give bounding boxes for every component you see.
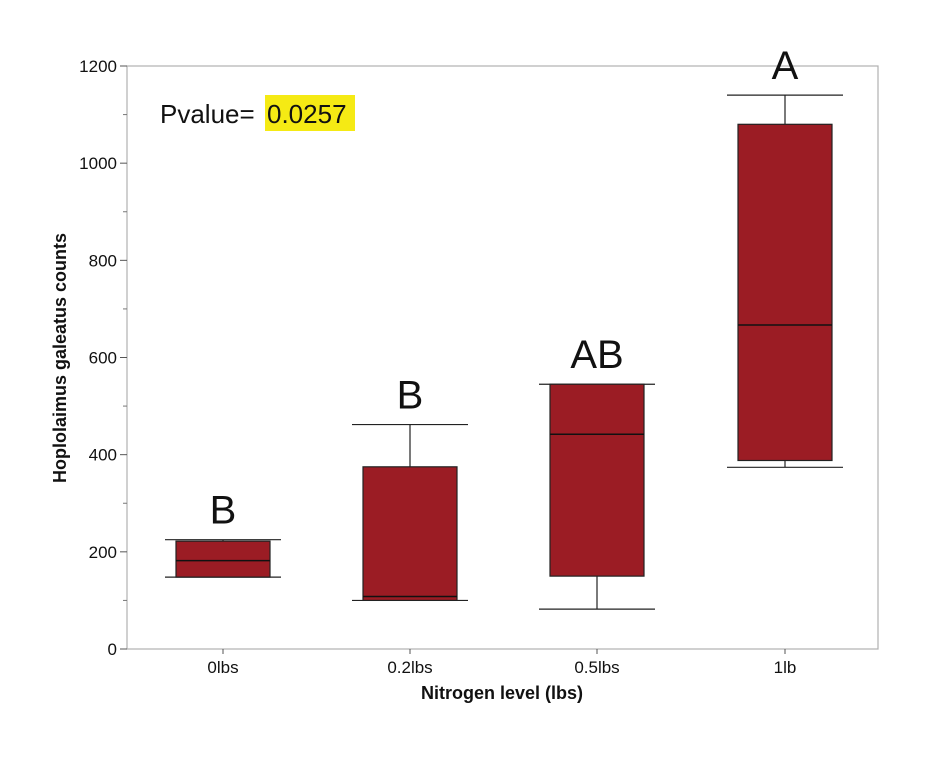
significance-letter: AB [570,333,623,377]
x-tick-label: 0.2lbs [387,658,432,677]
y-tick-label: 200 [89,543,117,562]
significance-letters: B B AB A [210,44,799,533]
box-series [165,94,843,610]
y-axis: 0 200 400 600 800 1000 1200 [79,57,127,659]
iqr-box [549,383,645,577]
significance-letter: A [772,44,799,88]
box-1lb [727,94,843,468]
pvalue-label: Pvalue= [160,99,255,129]
x-axis: 0lbs 0.2lbs 0.5lbs 1lb [207,649,796,677]
x-tick-label: 0.5lbs [574,658,619,677]
pvalue-highlight [265,95,355,131]
significance-letter: B [210,489,237,533]
y-tick-label: 400 [89,446,117,465]
y-tick-label: 1000 [79,154,117,173]
x-axis-title: Nitrogen level (lbs) [421,683,583,703]
iqr-box [362,466,458,602]
y-tick-label: 1200 [79,57,117,76]
x-tick-label: 1lb [774,658,797,677]
pvalue-value: 0.0257 [267,99,347,129]
y-axis-title: Hoplolaimus galeatus counts [50,233,70,483]
significance-letter: B [397,374,424,418]
box-0lbs [165,539,281,578]
box-0.2lbs [352,423,468,602]
y-tick-label: 0 [108,640,117,659]
y-tick-label: 800 [89,251,117,270]
iqr-box [737,123,833,462]
box-0.5lbs [539,383,655,610]
x-tick-label: 0lbs [207,658,238,677]
iqr-box [175,540,271,578]
pvalue-annotation: Pvalue= 0.0257 [160,95,355,131]
y-tick-label: 600 [89,349,117,368]
